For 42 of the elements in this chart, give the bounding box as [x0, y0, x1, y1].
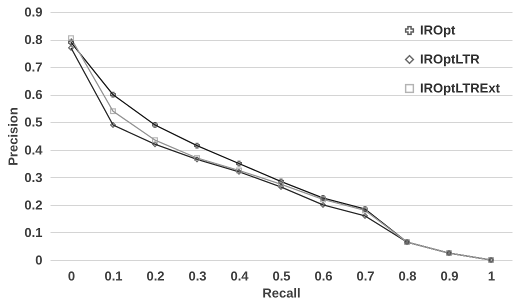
x-tick-label: 0.8: [398, 268, 417, 284]
x-tick-label: 0.2: [146, 268, 165, 284]
point: [194, 142, 200, 149]
x-tick-label: 0.7: [356, 268, 375, 284]
y-tick-label: 0.1: [24, 224, 42, 240]
y-tick-label: 0.4: [24, 142, 44, 158]
x-tick-label: 1: [488, 268, 496, 284]
point: [236, 160, 242, 166]
y-tick-label: 0.8: [24, 32, 42, 48]
y-tick-label: 0: [35, 252, 42, 268]
x-tick-label: 0.3: [188, 268, 207, 284]
y-tick-label: 0.7: [24, 60, 42, 75]
y-tick-label: 0.6: [24, 87, 42, 102]
y-tick-label: 0.5: [24, 114, 42, 130]
y-tick-label: 0.9: [24, 4, 42, 20]
legend-label: IROptLTRExt: [420, 80, 501, 96]
point: [362, 212, 368, 219]
point: [152, 122, 158, 128]
y-axis-title: Precision: [5, 107, 20, 166]
point: [110, 108, 116, 114]
x-tick-label: 0.4: [230, 268, 250, 284]
point: [68, 44, 74, 51]
point: [68, 39, 74, 46]
point: [278, 184, 284, 190]
point: [68, 35, 74, 42]
point: [152, 141, 158, 148]
point: [278, 181, 284, 188]
x-tick-label: 0.9: [440, 268, 459, 284]
x-tick-label: 0.1: [104, 268, 123, 284]
y-tick-label: 0.3: [24, 170, 42, 185]
legend-label: IROpt: [420, 22, 456, 38]
point: [320, 202, 326, 208]
x-tick-label: 0: [68, 268, 76, 284]
legend-label: IROptLTR: [420, 52, 480, 66]
y-tick-label: 0.2: [24, 197, 42, 212]
point: [152, 137, 158, 144]
x-axis-title: Recall: [262, 286, 301, 300]
point: [110, 92, 116, 98]
x-tick-label: 0.6: [314, 268, 333, 284]
x-tick-label: 0.5: [272, 268, 291, 284]
point: [278, 178, 284, 184]
point: [110, 122, 116, 128]
